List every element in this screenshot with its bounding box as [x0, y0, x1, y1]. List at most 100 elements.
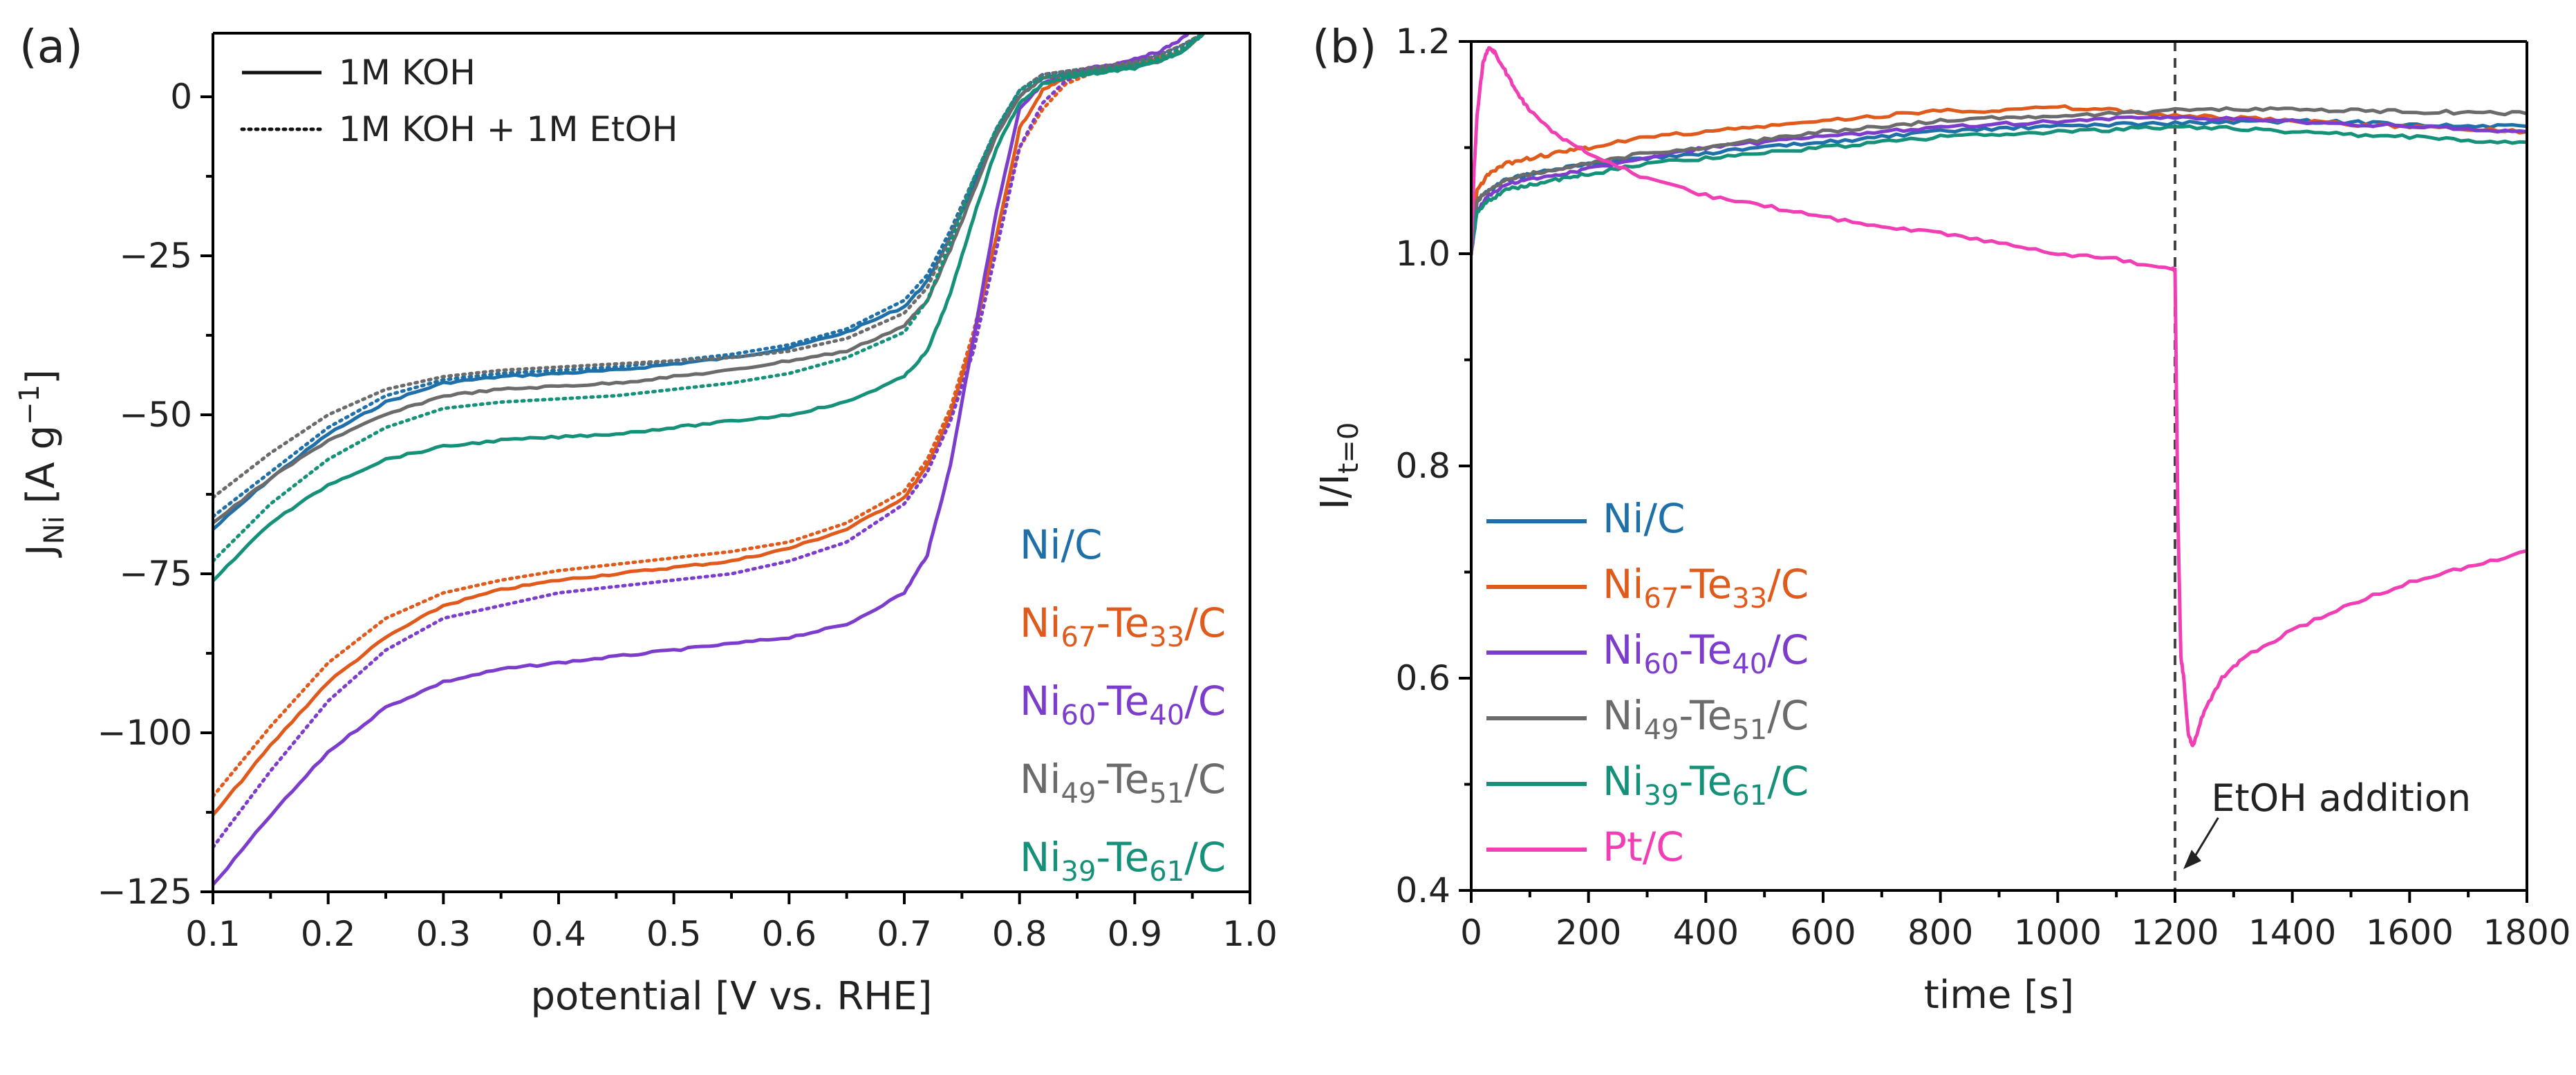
legend-entry: Ni39-Te61/C — [1020, 834, 1226, 888]
series-line-ni39-te61-c-solid — [213, 33, 1205, 583]
legend-entry-base: Ni — [1020, 521, 1061, 568]
legend-entry: Ni67-Te33/C — [1020, 599, 1226, 653]
x-tick-label: 1.0 — [1222, 914, 1278, 954]
legend-entry-sub1: 60 — [1061, 700, 1096, 731]
legend-entry-sub2: 51 — [1732, 714, 1767, 746]
legend-entry: Pt/C — [1603, 823, 1684, 870]
legend-entry-tail: /C — [1184, 756, 1226, 803]
x-tick-label: 800 — [1907, 913, 1973, 953]
legend-entry-sub1: 49 — [1061, 778, 1096, 810]
legend-entry: Ni/C — [1020, 521, 1103, 568]
legend-entry-base: Ni — [1603, 758, 1644, 805]
legend-entry-base: Ni — [1603, 561, 1644, 608]
y-tick-label: −125 — [97, 872, 192, 912]
x-tick-label: 0.5 — [646, 914, 702, 954]
panel-a-chart: (a) 0.1 0.2 0.3 0.4 0.5 0.6 0.7 0.8 0.9 1.0 0 −25 −5… — [14, 20, 1278, 1019]
x-tick-label: 0.6 — [762, 914, 817, 954]
legend-entry: Ni60-Te40/C — [1020, 677, 1226, 731]
legend-entry-tail: /C — [1184, 677, 1226, 725]
x-tick-label: 0 — [1460, 913, 1482, 953]
legend-entry-tail: /C — [1184, 834, 1226, 881]
y-axis-title-unit-close: ] — [19, 369, 64, 384]
legend-entry-mid: -Te — [1096, 756, 1149, 803]
legend-entry-sub2: 33 — [1149, 621, 1184, 653]
y-axis-title-unit: [A g — [19, 425, 64, 516]
annotation-arrow-line — [2192, 817, 2219, 861]
legend-entry-base: Ni — [1603, 495, 1644, 542]
legend-entry: Ni67-Te33/C — [1603, 561, 1809, 615]
legend-entry-sub1: 49 — [1644, 714, 1679, 746]
y-tick-label: −25 — [119, 236, 192, 276]
y-tick-label: −75 — [119, 554, 192, 594]
legend-entry-sub1: 39 — [1644, 780, 1679, 812]
legend-entry-sub1: 67 — [1644, 583, 1679, 615]
annotation-arrow-head — [2183, 850, 2201, 870]
legend-entry-base: Ni — [1020, 834, 1061, 881]
series-group — [213, 33, 1206, 886]
legend-entry-mid: /C — [1644, 495, 1686, 542]
legend-entry-sub1: 67 — [1061, 621, 1096, 653]
annotation-label: EtOH addition — [2211, 776, 2471, 820]
y-tick-label: 0 — [170, 77, 192, 117]
legend-entry-mid: /C — [1061, 521, 1103, 568]
legend-entry-mid: -Te — [1679, 758, 1732, 805]
x-tick-label: 0.7 — [877, 914, 932, 954]
y-tick-label: −100 — [97, 713, 192, 753]
series-line-pt-c-solid — [1471, 46, 2527, 747]
panel-b-axes: 0 200 400 600 800 1000 1200 1400 1600 1800 0.4 0.6 0… — [1313, 21, 2571, 1018]
legend-entry-tail: /C — [1767, 692, 1809, 739]
legend-entry-tail: /C — [1767, 758, 1809, 805]
legend-entry-mid: -Te — [1679, 692, 1732, 739]
x-tick-label: 400 — [1673, 913, 1739, 953]
legend-entry-mid: /C — [1643, 823, 1684, 870]
legend-entry: Ni60-Te40/C — [1603, 626, 1809, 680]
legend-entry-mid: -Te — [1679, 626, 1732, 673]
series-line-ni49-te51-c-dotted — [213, 33, 1206, 500]
y-axis-title-main: J — [19, 544, 64, 558]
y-tick-label: 0.8 — [1395, 446, 1450, 486]
y-axis-title-sup: −1 — [14, 384, 46, 425]
series-line-ni39-te61-c-dotted — [213, 33, 1206, 563]
y-axis-title: I/It=0 — [1313, 422, 1365, 510]
legend-entry-mid: -Te — [1096, 599, 1149, 646]
x-tick-label: 0.1 — [185, 914, 241, 954]
y-tick-label: −50 — [119, 395, 192, 435]
series-line-ni67-te33-c-dotted — [213, 33, 1206, 798]
legend-entry-sub1: 60 — [1644, 648, 1679, 680]
panel-b-plot-area — [1471, 41, 2527, 890]
x-tick-label: 600 — [1790, 913, 1856, 953]
x-tick-label: 0.9 — [1108, 914, 1163, 954]
legend-entry-base: Ni — [1020, 599, 1061, 646]
series-line-ni49-te51-c-solid — [1471, 106, 2527, 256]
legend-entry-sub2: 61 — [1149, 856, 1184, 888]
panel-a-legend: Ni/CNi67-Te33/CNi60-Te40/CNi49-Te51/CNi3… — [1020, 521, 1226, 888]
x-tick-label: 0.4 — [531, 914, 586, 954]
legend-entry-sub2: 61 — [1732, 780, 1767, 812]
series-group — [1471, 41, 2527, 890]
legend-entry-tail: /C — [1767, 561, 1809, 608]
y-tick-label: 0.6 — [1395, 658, 1450, 698]
panel-a-label: (a) — [19, 20, 83, 73]
legend-entry: Ni49-Te51/C — [1603, 692, 1809, 746]
x-tick-label: 0.8 — [992, 914, 1047, 954]
legend-entry: Ni/C — [1603, 495, 1686, 542]
legend-entry-base: Ni — [1603, 626, 1644, 673]
x-tick-label: 1000 — [2014, 913, 2102, 953]
y-tick-label: 1.0 — [1395, 234, 1450, 274]
legend-entry-tail: /C — [1184, 599, 1226, 646]
y-axis-title: JNi [A g−1] — [14, 369, 71, 558]
legend-entry-sub1: 39 — [1061, 856, 1096, 888]
legend-entry-sub2: 40 — [1732, 648, 1767, 680]
y-tick-label: 1.2 — [1395, 21, 1450, 62]
legend-entry-base: Ni — [1603, 692, 1644, 739]
series-line-ni39-te61-c-solid — [1471, 124, 2527, 254]
series-line-ni60-te40-c-solid — [1471, 115, 2527, 254]
legend-entry: Ni49-Te51/C — [1020, 756, 1226, 810]
legend-entry-base: Pt — [1603, 823, 1643, 870]
panel-a-axes: 0.1 0.2 0.3 0.4 0.5 0.6 0.7 0.8 0.9 1.0 0 −25 −50 −75… — [14, 32, 1278, 1019]
panel-b-legend: Ni/CNi67-Te33/CNi60-Te40/CNi49-Te51/CNi3… — [1486, 495, 1809, 870]
x-tick-label: 1400 — [2248, 913, 2336, 953]
x-tick-label: 1200 — [2131, 913, 2219, 953]
x-tick-label: 0.3 — [416, 914, 472, 954]
